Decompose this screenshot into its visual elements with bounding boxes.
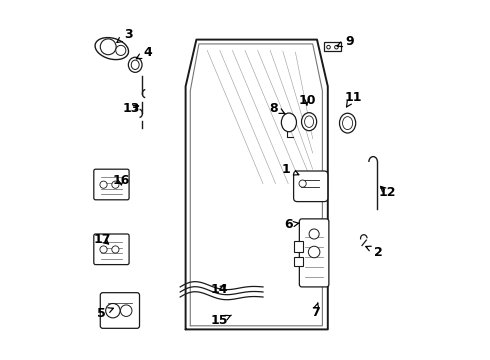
Ellipse shape [340, 113, 356, 133]
Ellipse shape [301, 113, 317, 131]
Text: 9: 9 [337, 35, 354, 48]
Circle shape [100, 39, 116, 55]
Ellipse shape [131, 60, 139, 69]
Circle shape [309, 229, 319, 239]
Text: 6: 6 [284, 219, 299, 231]
Text: 16: 16 [112, 174, 129, 186]
Circle shape [335, 45, 338, 49]
Bar [294, 241, 303, 252]
Text: 8: 8 [270, 102, 285, 114]
Text: 15: 15 [211, 314, 231, 327]
Circle shape [121, 305, 132, 316]
Circle shape [112, 246, 119, 253]
Text: 10: 10 [298, 94, 316, 107]
Text: 14: 14 [211, 283, 228, 296]
Text: 4: 4 [136, 46, 152, 59]
Circle shape [100, 246, 107, 253]
Bar [294, 257, 303, 266]
FancyBboxPatch shape [100, 293, 140, 328]
Circle shape [308, 246, 320, 258]
FancyBboxPatch shape [94, 234, 129, 265]
Text: 2: 2 [366, 246, 383, 258]
FancyBboxPatch shape [299, 219, 329, 287]
Ellipse shape [128, 57, 142, 72]
FancyBboxPatch shape [294, 171, 328, 202]
Text: 11: 11 [344, 91, 362, 107]
Text: 3: 3 [117, 28, 132, 42]
Circle shape [327, 45, 330, 49]
Circle shape [100, 181, 107, 188]
Circle shape [106, 303, 120, 318]
Text: 12: 12 [378, 186, 396, 199]
Ellipse shape [281, 113, 296, 132]
Ellipse shape [343, 117, 353, 130]
Text: 5: 5 [97, 307, 113, 320]
Text: 7: 7 [311, 303, 319, 319]
Text: 13: 13 [123, 102, 140, 115]
FancyBboxPatch shape [94, 169, 129, 200]
Text: 17: 17 [94, 233, 112, 246]
Ellipse shape [305, 116, 314, 127]
Circle shape [116, 45, 126, 55]
Circle shape [112, 181, 119, 188]
Text: 1: 1 [282, 163, 299, 176]
Circle shape [299, 180, 306, 187]
Bar [324, 42, 341, 51]
Ellipse shape [95, 37, 128, 60]
